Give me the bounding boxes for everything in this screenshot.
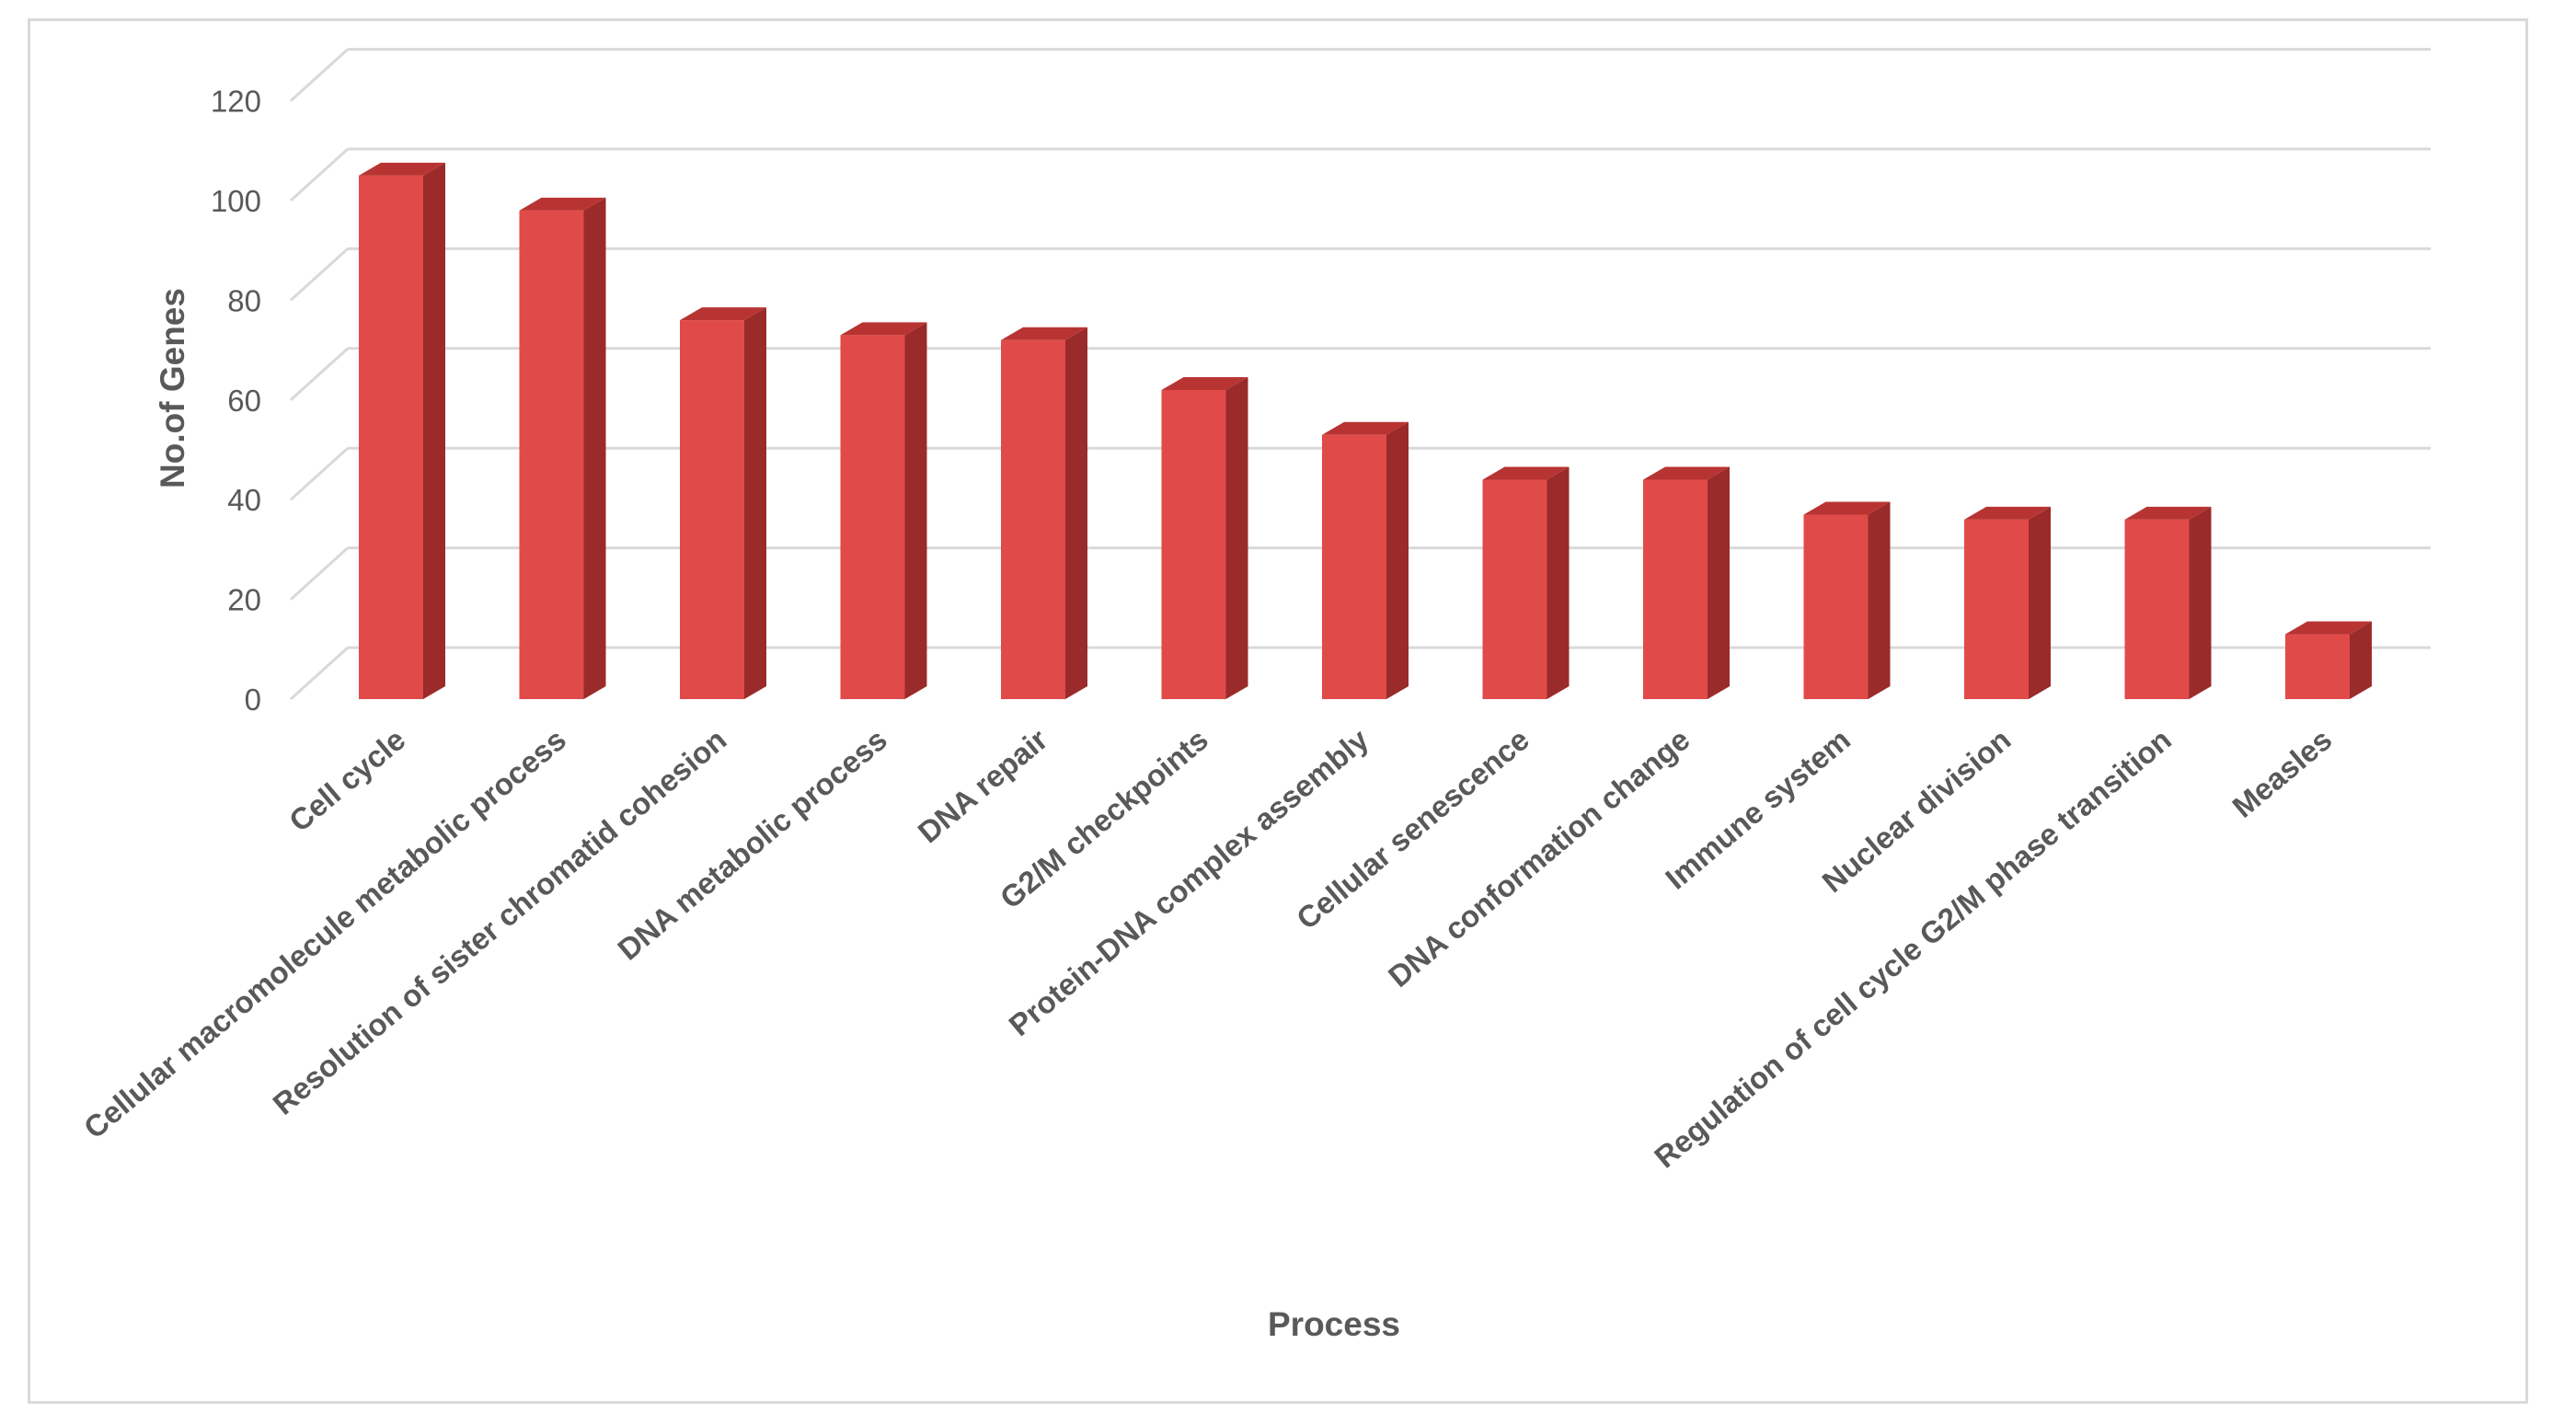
x-tick-label: Protein-DNA complex assembly: [1003, 722, 1375, 1043]
y-tick-label: 20: [227, 583, 261, 617]
bar: [2124, 506, 2212, 699]
y-axis-ticks: 0 20 40 60 80 100 120: [211, 85, 261, 717]
bar: [680, 307, 766, 699]
gridline: [289, 48, 2431, 102]
bar: [1803, 501, 1891, 699]
x-tick-label: DNA conformation change: [1382, 722, 1696, 993]
gridline: [289, 347, 2431, 401]
bar: [1964, 506, 2051, 699]
bar: [1322, 421, 1409, 699]
gridline: [289, 147, 2431, 202]
bar: [2285, 621, 2372, 699]
bar: [1161, 376, 1248, 699]
y-tick-label: 60: [227, 384, 261, 418]
y-tick-label: 80: [227, 283, 261, 317]
y-tick-label: 0: [245, 683, 261, 717]
bar: [359, 162, 445, 699]
y-axis-title: No.of Genes: [154, 288, 191, 488]
bar: [519, 197, 606, 700]
x-tick-label: DNA metabolic process: [611, 722, 893, 967]
y-tick-label: 100: [211, 184, 261, 218]
bar: [840, 322, 927, 699]
gridline: [289, 247, 2431, 302]
bar: [1001, 327, 1087, 699]
bars: [359, 162, 2372, 700]
y-tick-label: 120: [211, 85, 261, 119]
x-tick-label: Regulation of cell cycle G2/M phase tran…: [1648, 722, 2178, 1175]
x-axis-title: Process: [1268, 1305, 1400, 1343]
y-tick-label: 40: [227, 483, 261, 517]
bar: [1643, 466, 1730, 699]
bar: [1482, 466, 1570, 699]
x-tick-label: Measles: [2225, 722, 2338, 824]
x-tick-label: DNA repair: [912, 722, 1054, 849]
x-tick-label: Cell cycle: [282, 722, 411, 838]
